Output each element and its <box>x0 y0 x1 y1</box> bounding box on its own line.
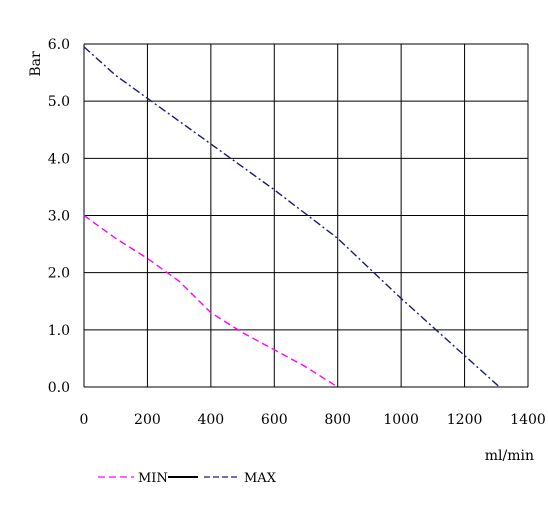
x-axis-label: ml/min <box>485 448 534 464</box>
y-tick-label: 4.0 <box>48 151 70 167</box>
x-tick-label: 800 <box>324 412 351 428</box>
x-tick-label: 600 <box>261 412 288 428</box>
series-lines <box>83 46 500 388</box>
x-tick-label: 400 <box>197 412 224 428</box>
y-axis-label: Bar <box>28 51 44 77</box>
legend: MIN MAX <box>98 471 277 486</box>
y-tick-label: 6.0 <box>48 37 70 53</box>
tick-labels: 0 200 400 600 800 1000 1200 1400 0.0 1.0 2.0 3.0 4.0… <box>48 37 546 428</box>
y-tick-label: 5.0 <box>48 94 70 110</box>
x-tick-label: 0 <box>80 412 89 428</box>
legend-label: MIN <box>138 471 168 486</box>
y-tick-label: 3.0 <box>48 209 70 225</box>
x-tick-label: 1400 <box>510 412 546 428</box>
legend-label: MAX <box>244 471 277 486</box>
y-tick-label: 1.0 <box>48 323 70 339</box>
grid <box>83 43 529 388</box>
x-tick-label: 200 <box>134 412 161 428</box>
y-tick-label: 0.0 <box>48 380 70 396</box>
series-line-max <box>83 46 500 388</box>
x-tick-label: 1000 <box>383 412 419 428</box>
x-tick-label: 1200 <box>447 412 483 428</box>
series-line-min <box>83 214 339 388</box>
y-tick-label: 2.0 <box>48 266 70 282</box>
